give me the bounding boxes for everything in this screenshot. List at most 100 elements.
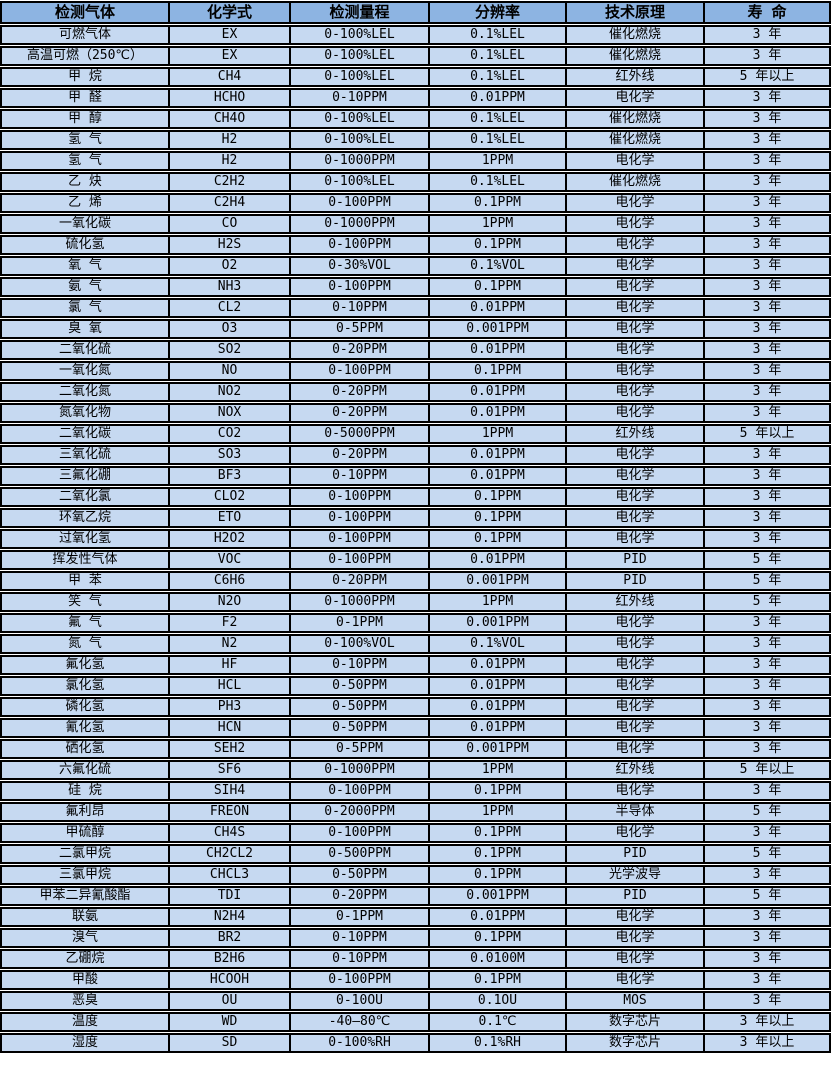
cell-resolution: 0.1%LEL: [430, 46, 567, 66]
cell-formula: OU: [170, 991, 291, 1011]
cell-principle: 电化学: [567, 319, 705, 339]
cell-lifespan: 5 年: [705, 592, 831, 612]
cell-gas-name: 可燃气体: [0, 25, 170, 45]
cell-resolution: 0.1PPM: [430, 361, 567, 381]
cell-principle: 电化学: [567, 970, 705, 990]
cell-resolution: 0.01PPM: [430, 655, 567, 675]
cell-gas-name: 环氧乙烷: [0, 508, 170, 528]
table-row: 笑 气 N2O 0-1000PPM 1PPM 红外线 5 年: [0, 592, 831, 612]
cell-gas-name: 硒化氢: [0, 739, 170, 759]
cell-range: 0-100%LEL: [291, 130, 430, 150]
cell-formula: TDI: [170, 886, 291, 906]
cell-gas-name: 温度: [0, 1012, 170, 1032]
cell-formula: CH4: [170, 67, 291, 87]
cell-formula: FREON: [170, 802, 291, 822]
table-body: 可燃气体 EX 0-100%LEL 0.1%LEL 催化燃烧 3 年高温可燃（250℃） E…: [0, 25, 831, 1053]
cell-principle: 红外线: [567, 424, 705, 444]
cell-principle: 电化学: [567, 613, 705, 633]
cell-lifespan: 5 年以上: [705, 67, 831, 87]
cell-resolution: 0.1PPM: [430, 487, 567, 507]
cell-lifespan: 3 年: [705, 172, 831, 192]
cell-resolution: 0.01PPM: [430, 382, 567, 402]
cell-lifespan: 3 年: [705, 88, 831, 108]
cell-lifespan: 3 年: [705, 46, 831, 66]
cell-principle: 电化学: [567, 718, 705, 738]
cell-principle: MOS: [567, 991, 705, 1011]
cell-gas-name: 湿度: [0, 1033, 170, 1053]
table-row: 联氨 N2H4 0-1PPM 0.01PPM 电化学 3 年: [0, 907, 831, 927]
cell-gas-name: 甲硫醇: [0, 823, 170, 843]
cell-principle: 红外线: [567, 760, 705, 780]
cell-gas-name: 臭 氧: [0, 319, 170, 339]
cell-range: 0-100PPM: [291, 487, 430, 507]
cell-gas-name: 甲 醛: [0, 88, 170, 108]
cell-resolution: 0.001PPM: [430, 739, 567, 759]
cell-formula: N2: [170, 634, 291, 654]
cell-range: 0-100PPM: [291, 529, 430, 549]
cell-resolution: 0.01PPM: [430, 718, 567, 738]
cell-formula: C6H6: [170, 571, 291, 591]
cell-gas-name: 氢 气: [0, 151, 170, 171]
cell-gas-name: 甲酸: [0, 970, 170, 990]
cell-range: 0-5000PPM: [291, 424, 430, 444]
cell-range: 0-20PPM: [291, 445, 430, 465]
cell-principle: 电化学: [567, 928, 705, 948]
cell-range: 0-1PPM: [291, 907, 430, 927]
table-row: 六氟化硫 SF6 0-1000PPM 1PPM 红外线 5 年以上: [0, 760, 831, 780]
cell-lifespan: 3 年以上: [705, 1012, 831, 1032]
cell-principle: 催化燃烧: [567, 130, 705, 150]
cell-gas-name: 二氧化碳: [0, 424, 170, 444]
cell-resolution: 1PPM: [430, 802, 567, 822]
cell-formula: CO: [170, 214, 291, 234]
table-row: 磷化氢 PH3 0-50PPM 0.01PPM 电化学 3 年: [0, 697, 831, 717]
cell-resolution: 0.1%RH: [430, 1033, 567, 1053]
cell-principle: 电化学: [567, 487, 705, 507]
table-row: 氨 气 NH3 0-100PPM 0.1PPM 电化学 3 年: [0, 277, 831, 297]
cell-gas-name: 氢 气: [0, 130, 170, 150]
cell-gas-name: 甲 醇: [0, 109, 170, 129]
cell-resolution: 0.1%VOL: [430, 256, 567, 276]
header-formula: 化学式: [170, 1, 291, 24]
cell-gas-name: 甲 烷: [0, 67, 170, 87]
cell-principle: 电化学: [567, 655, 705, 675]
cell-lifespan: 3 年: [705, 193, 831, 213]
cell-lifespan: 3 年: [705, 445, 831, 465]
cell-formula: HCOOH: [170, 970, 291, 990]
cell-resolution: 0.01PPM: [430, 340, 567, 360]
cell-principle: 电化学: [567, 361, 705, 381]
cell-formula: B2H6: [170, 949, 291, 969]
table-row: 二氧化氮 NO2 0-20PPM 0.01PPM 电化学 3 年: [0, 382, 831, 402]
cell-lifespan: 5 年: [705, 571, 831, 591]
cell-lifespan: 5 年以上: [705, 760, 831, 780]
cell-principle: 光学波导: [567, 865, 705, 885]
cell-gas-name: 氧 气: [0, 256, 170, 276]
cell-resolution: 0.1%VOL: [430, 634, 567, 654]
cell-formula: CH4O: [170, 109, 291, 129]
cell-formula: PH3: [170, 697, 291, 717]
cell-principle: 电化学: [567, 508, 705, 528]
cell-formula: SD: [170, 1033, 291, 1053]
table-row: 温度 WD -40—80℃ 0.1℃ 数字芯片 3 年以上: [0, 1012, 831, 1032]
cell-principle: 红外线: [567, 592, 705, 612]
cell-range: 0-50PPM: [291, 865, 430, 885]
cell-lifespan: 5 年: [705, 550, 831, 570]
cell-range: 0-100%RH: [291, 1033, 430, 1053]
cell-gas-name: 笑 气: [0, 592, 170, 612]
cell-gas-name: 溴气: [0, 928, 170, 948]
cell-range: 0-10PPM: [291, 928, 430, 948]
table-row: 二氧化硫 SO2 0-20PPM 0.01PPM 电化学 3 年: [0, 340, 831, 360]
cell-formula: SEH2: [170, 739, 291, 759]
cell-principle: 电化学: [567, 781, 705, 801]
cell-resolution: 0.1PPM: [430, 823, 567, 843]
cell-range: 0-5PPM: [291, 319, 430, 339]
table-row: 甲酸 HCOOH 0-100PPM 0.1PPM 电化学 3 年: [0, 970, 831, 990]
cell-principle: PID: [567, 886, 705, 906]
cell-range: 0-100%LEL: [291, 25, 430, 45]
cell-lifespan: 3 年: [705, 655, 831, 675]
cell-lifespan: 3 年: [705, 634, 831, 654]
cell-formula: CLO2: [170, 487, 291, 507]
cell-principle: 电化学: [567, 193, 705, 213]
table-row: 二氧化氯 CLO2 0-100PPM 0.1PPM 电化学 3 年: [0, 487, 831, 507]
